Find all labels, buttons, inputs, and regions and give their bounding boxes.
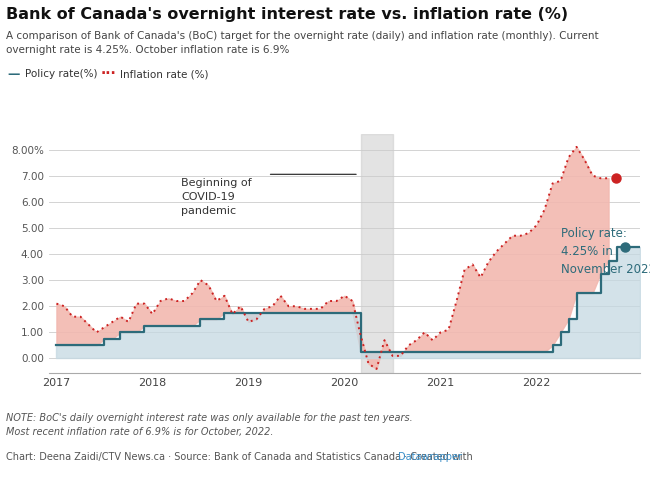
Text: A comparison of Bank of Canada's (BoC) target for the overnight rate (daily) and: A comparison of Bank of Canada's (BoC) t… [6, 31, 599, 54]
Text: Beginning of
COVID-19
pandemic: Beginning of COVID-19 pandemic [181, 178, 252, 216]
Text: Policy rate(%): Policy rate(%) [25, 69, 98, 79]
Text: NOTE: BoC's daily overnight interest rate was only available for the past ten ye: NOTE: BoC's daily overnight interest rat… [6, 413, 413, 437]
Text: ···: ··· [101, 67, 116, 81]
Text: —: — [8, 67, 20, 81]
Text: Policy rate:
4.25% in
November 2022: Policy rate: 4.25% in November 2022 [560, 227, 650, 276]
Text: Datawrapper: Datawrapper [398, 452, 462, 462]
Text: Inflation rate (%): Inflation rate (%) [120, 69, 209, 79]
Text: Bank of Canada's overnight interest rate vs. inflation rate (%): Bank of Canada's overnight interest rate… [6, 7, 569, 22]
Text: Chart: Deena Zaidi/CTV News.ca · Source: Bank of Canada and Statistics Canada · : Chart: Deena Zaidi/CTV News.ca · Source:… [6, 452, 476, 462]
Bar [361, 134, 393, 373]
